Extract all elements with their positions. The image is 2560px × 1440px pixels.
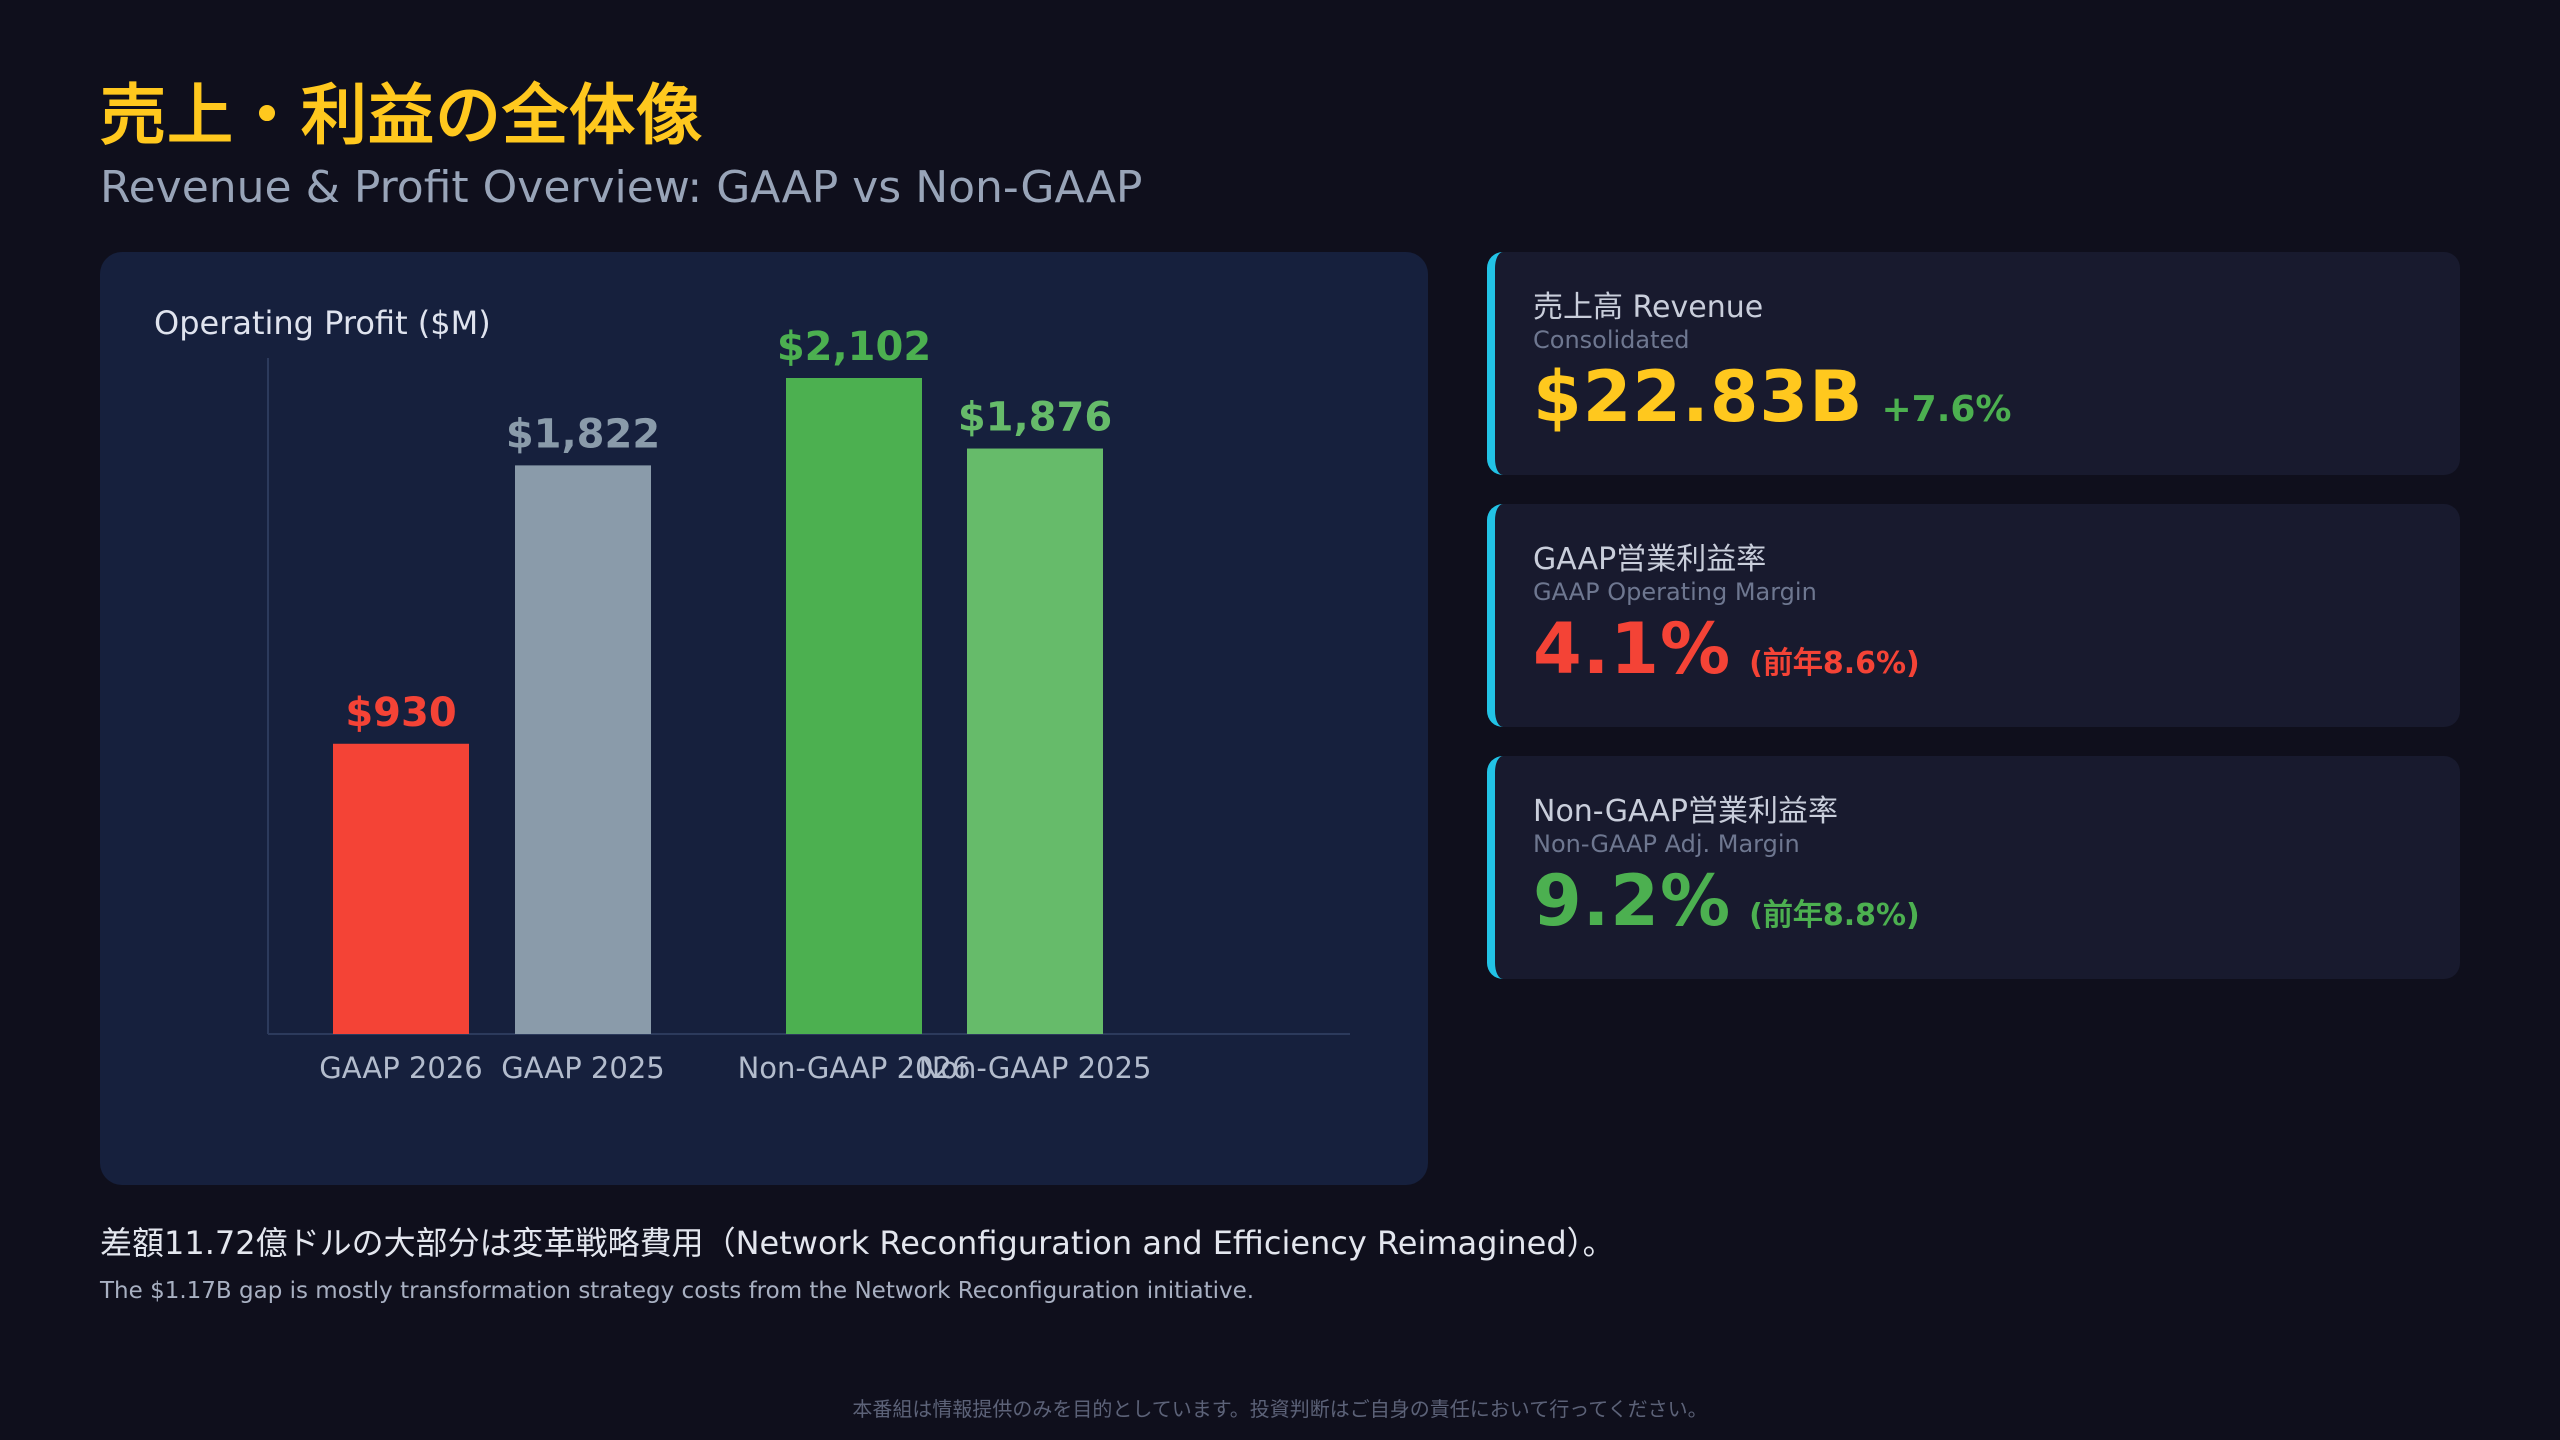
kpi-card-value: $22.83B	[1533, 356, 1864, 438]
chart-title: Operating Profit ($M)	[154, 304, 491, 342]
kpi-card-title: GAAP営業利益率	[1533, 542, 1767, 577]
bar-value-label: $1,822	[506, 411, 660, 457]
kpi-card-title: Non-GAAP営業利益率	[1533, 794, 1838, 829]
page-subtitle: Revenue & Profit Overview: GAAP vs Non-G…	[100, 162, 1143, 213]
operating-profit-chart: Operating Profit ($M) $930 GAAP 2026 $1,82…	[154, 304, 1350, 1085]
kpi-card-delta: (前年8.6%)	[1749, 646, 1920, 681]
kpi-card-subtitle: Non-GAAP Adj. Margin	[1533, 830, 1800, 858]
bar-value-label: $930	[345, 690, 456, 736]
page-title: 売上・利益の全体像	[100, 77, 703, 154]
kpi-card-gaap-margin: GAAP営業利益率 GAAP Operating Margin 4.1% (前年8…	[1487, 504, 2460, 727]
kpi-card-delta: (前年8.8%)	[1749, 898, 1920, 933]
x-tick-label: Non-GAAP 2026	[738, 1051, 971, 1085]
kpi-card-delta: +7.6%	[1881, 389, 2012, 430]
kpi-card-list: 売上高 Revenue Consolidated $22.83B +7.6% GA…	[1487, 252, 2460, 1008]
operating-profit-chart-panel: Operating Profit ($M) $930 GAAP 2026 $1,82…	[100, 252, 1428, 1185]
kpi-card-revenue: 売上高 Revenue Consolidated $22.83B +7.6%	[1487, 252, 2460, 475]
disclaimer-footer: 本番組は情報提供のみを目的としています。投資判断はご自身の責任において行ってくだ…	[852, 1397, 1708, 1421]
x-tick-label: Non-GAAP 2025	[919, 1051, 1152, 1085]
bar-value-label: $2,102	[777, 324, 931, 370]
kpi-card-title: 売上高 Revenue	[1533, 290, 1764, 325]
bar-non-gaap-2025	[967, 448, 1103, 1034]
kpi-card-value: 9.2%	[1533, 860, 1732, 942]
gap-note-en: The $1.17B gap is mostly transformation …	[100, 1278, 1255, 1304]
bar-gaap-2026	[333, 743, 469, 1034]
bar-value-label: $1,876	[958, 395, 1112, 441]
kpi-card-subtitle: Consolidated	[1533, 326, 1690, 354]
bar-non-gaap-2026	[786, 378, 922, 1034]
x-tick-label: GAAP 2026	[319, 1051, 482, 1085]
x-tick-label: GAAP 2025	[501, 1051, 664, 1085]
kpi-card-non-gaap-margin: Non-GAAP営業利益率 Non-GAAP Adj. Margin 9.2% (…	[1487, 756, 2460, 979]
gap-note-ja: 差額11.72億ドルの大部分は変革戦略費用（Network Reconfigur…	[100, 1224, 1615, 1262]
bar-gaap-2025	[515, 465, 651, 1034]
kpi-card-subtitle: GAAP Operating Margin	[1533, 578, 1817, 606]
kpi-card-value: 4.1%	[1533, 608, 1732, 690]
